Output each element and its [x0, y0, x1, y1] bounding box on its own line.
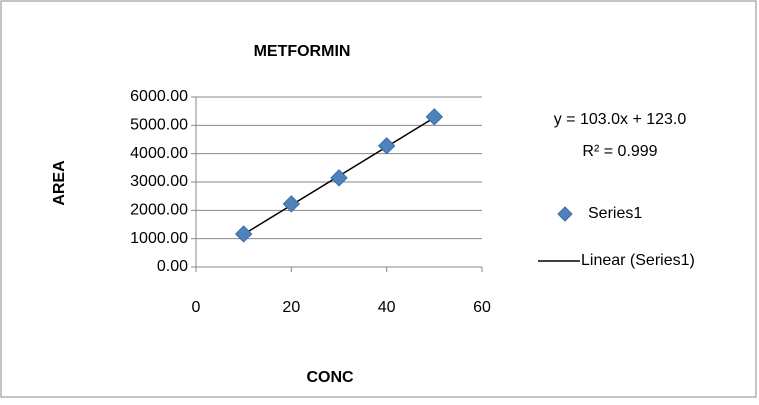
y-tick-label: 6000.00 [130, 88, 188, 105]
legend-marker [557, 206, 573, 222]
data-point [425, 108, 444, 126]
data-point [234, 225, 253, 243]
trendline-equation: y = 103.0x + 123.0 [554, 111, 687, 128]
y-tick-label: 4000.00 [130, 145, 188, 162]
chart-title: METFORMIN [254, 43, 351, 60]
x-tick-label: 20 [282, 299, 300, 316]
trendline-r-squared: R² = 0.999 [582, 143, 657, 160]
x-tick-label: 60 [473, 299, 491, 316]
legend-label: Series1 [588, 205, 642, 222]
y-tick-label: 0.00 [157, 258, 188, 275]
y-axis-title: AREA [51, 160, 68, 206]
y-tick-label: 5000.00 [130, 117, 188, 134]
legend-label: Linear (Series1) [581, 252, 695, 269]
x-axis-title: CONC [306, 369, 354, 386]
y-tick-label: 3000.00 [130, 173, 188, 190]
y-tick-label: 2000.00 [130, 202, 188, 219]
y-tick-label: 1000.00 [130, 230, 188, 247]
data-point [330, 169, 348, 187]
data-point [282, 195, 301, 213]
data-point [377, 137, 396, 155]
x-tick-label: 40 [378, 299, 396, 316]
x-tick-label: 0 [192, 299, 201, 316]
